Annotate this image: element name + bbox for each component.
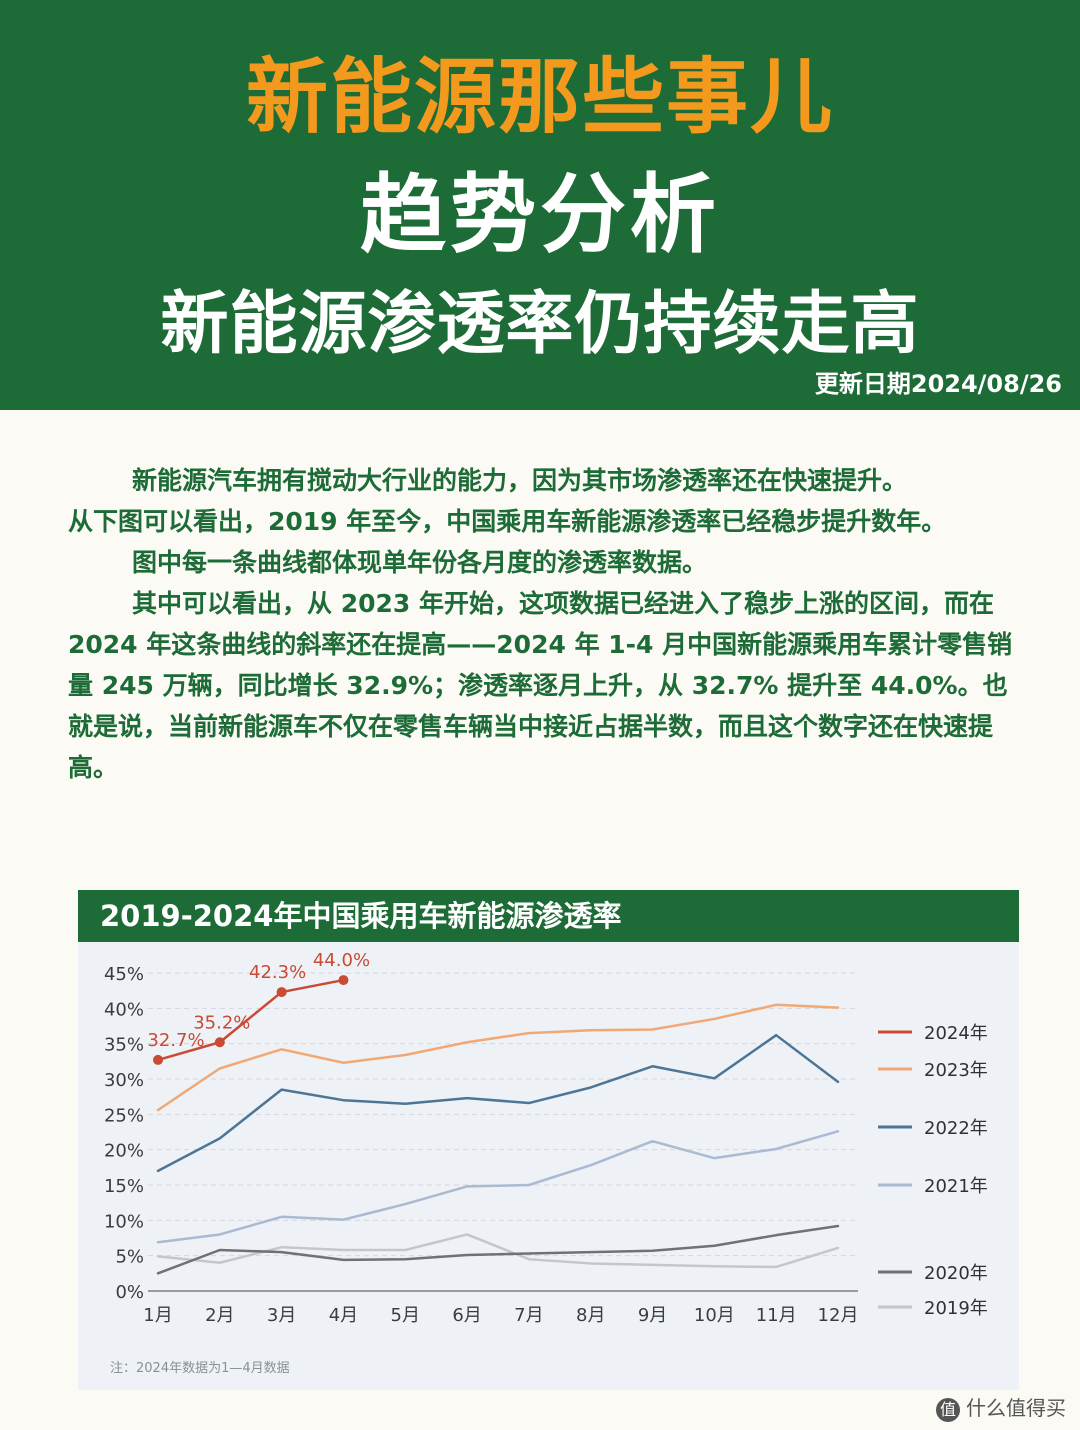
series-line [156,1033,840,1173]
data-point [214,1037,225,1048]
x-tick-label: 11月 [756,1305,797,1326]
data-label: 35.2% [193,1012,250,1033]
x-tick-label: 9月 [638,1305,667,1326]
x-tick-label: 3月 [267,1305,296,1326]
chart-card: 2019-2024年中国乘用车新能源渗透率 0% 5% 10% 15% 20% 25% 30… [78,890,1019,1390]
article-paragraph-1: 新能源汽车拥有搅动大行业的能力，因为其市场渗透率还在快速提升。 [132,466,908,495]
page-title: 新能源那些事儿 [245,50,834,145]
data-label: 42.3% [249,962,306,983]
series-line [156,1224,840,1275]
x-tick-label: 10月 [694,1305,735,1326]
article-paragraph-2: 从下图可以看出，2019 年至今，中国乘用车新能源渗透率已经稳步提升数年。 [68,507,947,536]
series-line [156,1130,840,1244]
x-tick-label: 6月 [452,1305,481,1326]
x-tick-label: 12月 [818,1305,859,1326]
x-tick-label: 4月 [329,1305,358,1326]
series-line [156,1003,840,1112]
watermark: 值什么值得买 [936,1395,1066,1422]
y-tick-label: 10% [104,1211,144,1232]
y-tick-label: 20% [104,1141,144,1162]
x-tick-label: 5月 [391,1305,420,1326]
x-tick-label: 8月 [576,1305,605,1326]
line-chart: 0% 5% 10% 15% 20% 25% 30% 35% 40% 45% 1月 2月 3月 4月 5月 6月… [104,950,988,1326]
data-point [276,987,287,998]
article-body: 新能源汽车拥有搅动大行业的能力，因为其市场渗透率还在快速提升。 从下图可以看出，… [68,460,1028,788]
brand-logo-icon: 值 [936,1397,960,1422]
y-tick-label: 45% [104,964,144,985]
data-point [338,975,349,986]
chart-title-bar: 2019-2024年中国乘用车新能源渗透率 [78,890,1019,942]
y-tick-label: 35% [104,1035,144,1056]
header-banner: 新能源那些事儿 趋势分析 新能源渗透率仍持续走高 更新日期2024/08/26 [0,0,1080,410]
legend-label: 2024年 [924,1023,988,1044]
x-tick-label: 1月 [143,1305,172,1326]
page-headline: 新能源渗透率仍持续走高 [160,285,920,364]
x-tick-label: 2月 [205,1305,234,1326]
series-line [156,978,345,1062]
chart-note: 注：2024年数据为1—4月数据 [110,1361,290,1376]
y-tick-label: 30% [104,1070,144,1091]
page-subtitle: 趋势分析 [360,165,720,265]
y-tick-label: 25% [104,1105,144,1126]
article-paragraph-3: 图中每一条曲线都体现单年份各月度的渗透率数据。 [132,548,708,577]
data-point [153,1054,163,1065]
article-paragraph-4: 其中可以看出，从 2023 年开始，这项数据已经进入了稳步上涨的区间，而在 20… [68,589,1013,782]
watermark-text: 什么值得买 [966,1396,1066,1420]
legend-label: 2023年 [924,1060,988,1081]
legend-label: 2022年 [924,1118,988,1139]
y-tick-label: 15% [104,1176,144,1197]
y-tick-label: 0% [115,1282,144,1303]
update-date: 更新日期2024/08/26 [814,370,1062,398]
y-tick-label: 40% [104,999,144,1020]
data-label: 32.7% [147,1030,204,1051]
y-tick-label: 5% [115,1247,144,1268]
legend-label: 2020年 [924,1263,988,1284]
legend-label: 2019年 [924,1298,988,1319]
data-label: 44.0% [313,950,370,971]
x-tick-label: 7月 [514,1305,543,1326]
chart-title: 2019-2024年中国乘用车新能源渗透率 [100,899,622,933]
series-line [156,1233,840,1269]
legend-label: 2021年 [924,1176,988,1197]
